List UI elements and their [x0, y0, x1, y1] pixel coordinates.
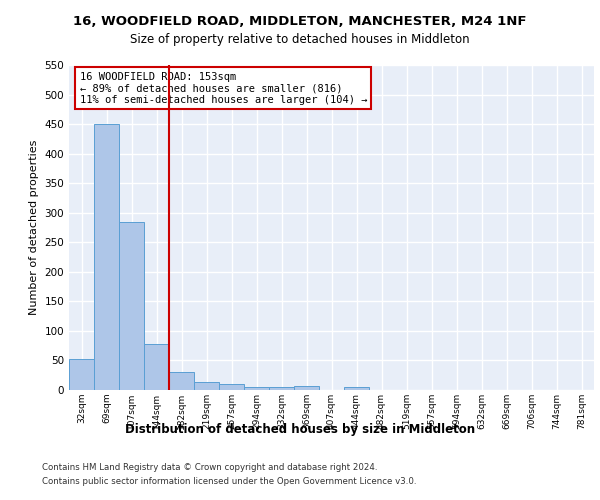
Bar: [119, 222, 144, 390]
Bar: [219, 384, 244, 390]
Text: Distribution of detached houses by size in Middleton: Distribution of detached houses by size …: [125, 422, 475, 436]
Bar: [344, 387, 369, 390]
Text: Contains HM Land Registry data © Crown copyright and database right 2024.: Contains HM Land Registry data © Crown c…: [42, 462, 377, 471]
Bar: [244, 387, 269, 390]
Bar: [169, 372, 194, 390]
Text: 16 WOODFIELD ROAD: 153sqm
← 89% of detached houses are smaller (816)
11% of semi: 16 WOODFIELD ROAD: 153sqm ← 89% of detac…: [79, 72, 367, 104]
Text: Size of property relative to detached houses in Middleton: Size of property relative to detached ho…: [130, 32, 470, 46]
Bar: [294, 386, 319, 390]
Bar: [144, 344, 169, 390]
Y-axis label: Number of detached properties: Number of detached properties: [29, 140, 39, 315]
Bar: [269, 387, 294, 390]
Bar: [194, 382, 219, 390]
Bar: [94, 124, 119, 390]
Text: Contains public sector information licensed under the Open Government Licence v3: Contains public sector information licen…: [42, 478, 416, 486]
Bar: [69, 358, 94, 390]
Text: 16, WOODFIELD ROAD, MIDDLETON, MANCHESTER, M24 1NF: 16, WOODFIELD ROAD, MIDDLETON, MANCHESTE…: [73, 15, 527, 28]
